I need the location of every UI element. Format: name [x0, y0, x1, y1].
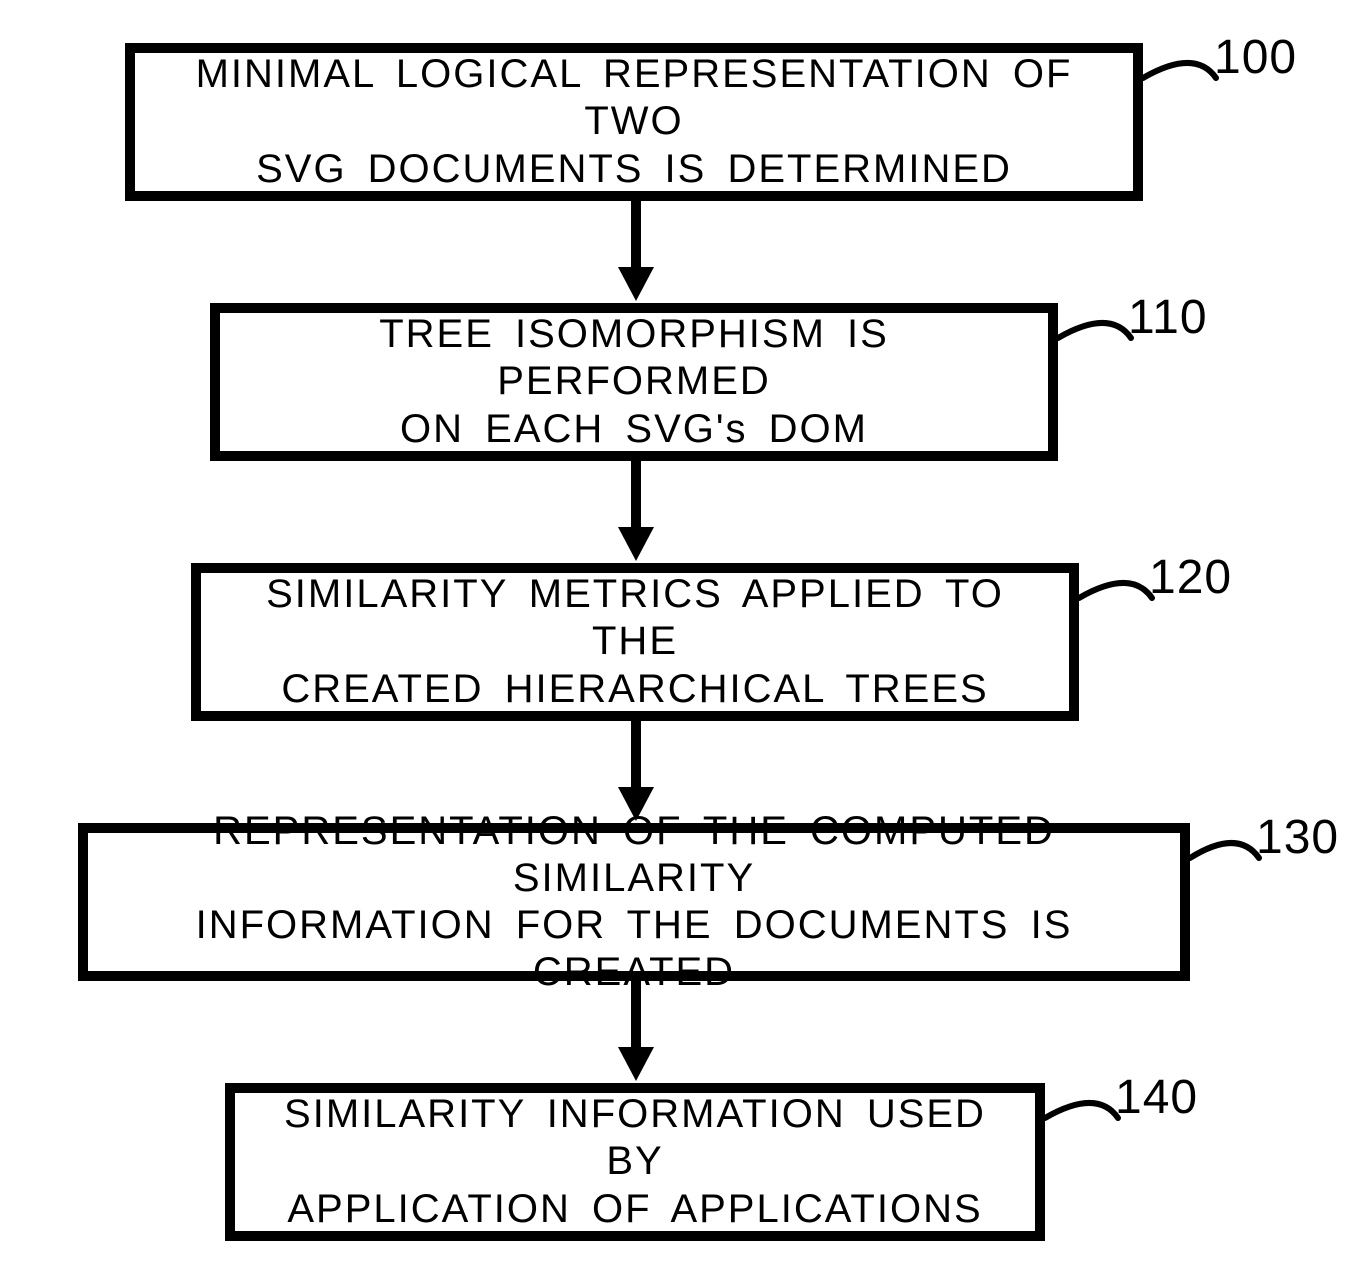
arrowhead-n100-n110 [618, 267, 654, 301]
ref-label-120: 120 [1149, 550, 1232, 605]
flow-node-120: SIMILARITY METRICS APPLIED TO THECREATED… [191, 563, 1079, 721]
flow-node-110: TREE ISOMORPHISM IS PERFORMEDON EACH SVG… [210, 303, 1058, 461]
arrowhead-n110-n120 [618, 527, 654, 561]
flow-node-text: REPRESENTATION OF THE COMPUTED SIMILARIT… [108, 808, 1160, 997]
ref-label-110: 110 [1128, 290, 1208, 345]
flow-node-140: SIMILARITY INFORMATION USED BYAPPLICATIO… [225, 1083, 1045, 1241]
flow-node-text: SIMILARITY INFORMATION USED BYAPPLICATIO… [255, 1091, 1015, 1233]
flow-node-text: MINIMAL LOGICAL REPRESENTATION OF TWOSVG… [155, 51, 1113, 193]
flow-node-130: REPRESENTATION OF THE COMPUTED SIMILARIT… [78, 823, 1190, 981]
arrowhead-n130-n140 [618, 1047, 654, 1081]
ref-label-130: 130 [1256, 810, 1339, 865]
leader-line-100 [1143, 63, 1216, 78]
leader-line-130 [1190, 843, 1259, 858]
leader-line-140 [1045, 1103, 1118, 1118]
flow-node-text: SIMILARITY METRICS APPLIED TO THECREATED… [221, 571, 1049, 713]
flow-node-100: MINIMAL LOGICAL REPRESENTATION OF TWOSVG… [125, 43, 1143, 201]
flowchart-canvas: MINIMAL LOGICAL REPRESENTATION OF TWOSVG… [0, 0, 1362, 1283]
ref-label-140: 140 [1115, 1070, 1198, 1125]
leader-line-120 [1079, 583, 1152, 598]
leader-line-110 [1058, 323, 1131, 338]
ref-label-100: 100 [1214, 30, 1297, 85]
flow-node-text: TREE ISOMORPHISM IS PERFORMEDON EACH SVG… [240, 311, 1028, 453]
